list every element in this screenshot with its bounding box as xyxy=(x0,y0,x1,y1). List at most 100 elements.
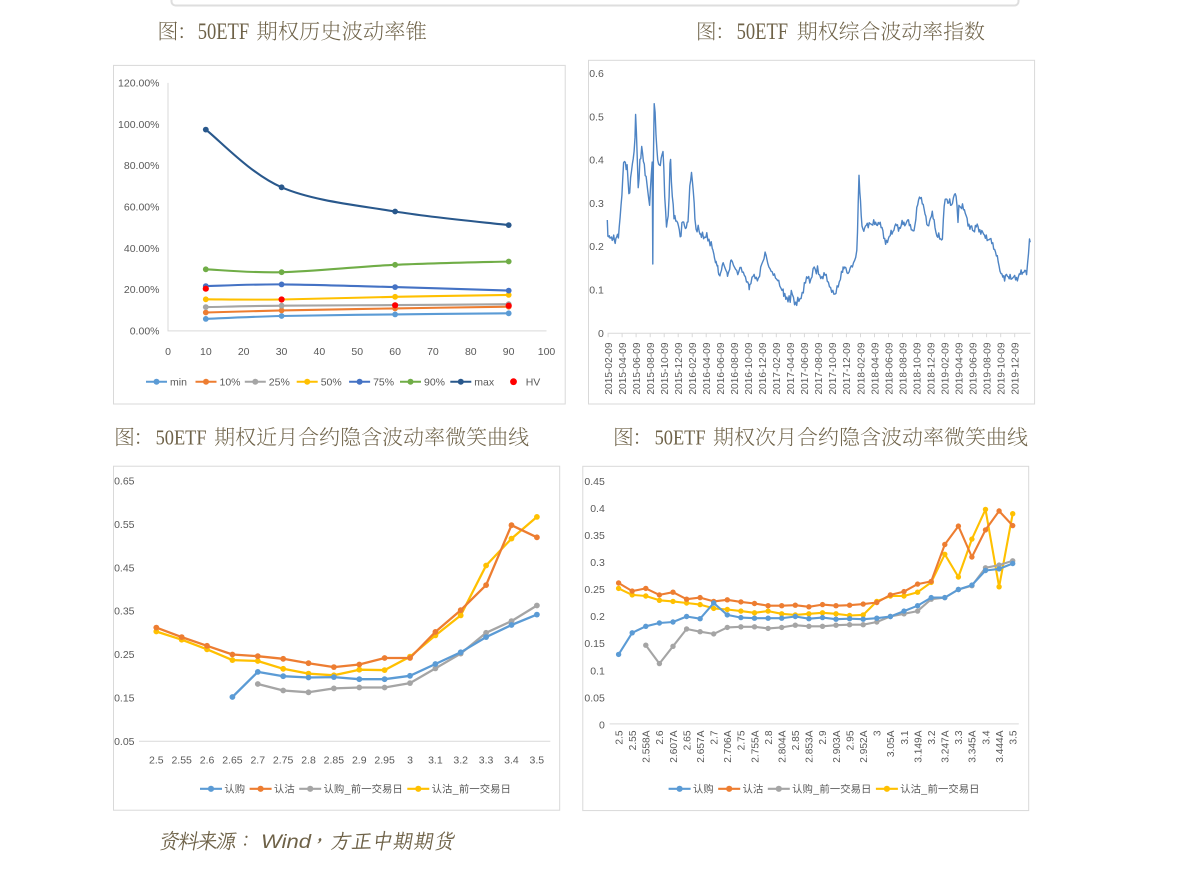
svg-text:90%: 90% xyxy=(424,376,445,388)
svg-text:120.00%: 120.00% xyxy=(118,78,159,90)
svg-text:2.95: 2.95 xyxy=(374,755,395,767)
svg-text:2019-08-09: 2019-08-09 xyxy=(982,342,993,394)
svg-text:2015-10-09: 2015-10-09 xyxy=(660,342,671,394)
svg-text:0.3: 0.3 xyxy=(589,198,604,210)
svg-text:10: 10 xyxy=(200,346,212,358)
svg-text:max: max xyxy=(474,376,495,388)
svg-text:2.5: 2.5 xyxy=(149,755,164,767)
svg-text:2015-02-09: 2015-02-09 xyxy=(604,342,615,394)
svg-text:50ETF: 50ETF xyxy=(655,426,706,450)
svg-text:60.00%: 60.00% xyxy=(124,202,160,214)
svg-text:2019-04-09: 2019-04-09 xyxy=(954,342,965,394)
svg-text:3.5: 3.5 xyxy=(530,755,545,767)
svg-text:2.55: 2.55 xyxy=(628,730,639,750)
svg-text:0.45: 0.45 xyxy=(584,476,605,488)
svg-text:2.7: 2.7 xyxy=(250,755,265,767)
svg-text:2015-06-09: 2015-06-09 xyxy=(632,342,643,394)
svg-text:2.804A: 2.804A xyxy=(778,730,789,762)
svg-text:50ETF: 50ETF xyxy=(737,19,789,44)
svg-text:2.75: 2.75 xyxy=(273,755,294,767)
svg-text:3.4: 3.4 xyxy=(504,755,519,767)
svg-text:0.1: 0.1 xyxy=(590,665,605,677)
svg-text:90: 90 xyxy=(503,346,515,358)
svg-text:2.558A: 2.558A xyxy=(642,730,653,762)
svg-text:0.00%: 0.00% xyxy=(130,326,160,338)
svg-text:2.952A: 2.952A xyxy=(859,730,870,762)
svg-text:70: 70 xyxy=(427,346,439,358)
svg-text:80: 80 xyxy=(465,346,477,358)
svg-text:3.444A: 3.444A xyxy=(995,730,1006,762)
svg-text:2018-08-09: 2018-08-09 xyxy=(898,342,909,394)
svg-text:2.9: 2.9 xyxy=(352,755,367,767)
svg-text:0.1: 0.1 xyxy=(589,285,604,297)
svg-text:3.2: 3.2 xyxy=(453,755,468,767)
svg-text:2016-08-09: 2016-08-09 xyxy=(730,342,741,394)
svg-text:2018-10-09: 2018-10-09 xyxy=(912,342,923,394)
svg-text:3.3: 3.3 xyxy=(479,755,494,767)
svg-text:2.903A: 2.903A xyxy=(832,730,843,762)
svg-text:75%: 75% xyxy=(373,376,394,388)
svg-text:2016-06-09: 2016-06-09 xyxy=(716,342,727,394)
svg-text:0.05: 0.05 xyxy=(114,736,135,748)
svg-text:0.45: 0.45 xyxy=(114,562,135,574)
svg-text:0.2: 0.2 xyxy=(589,241,604,253)
svg-text:2016-04-09: 2016-04-09 xyxy=(702,342,713,394)
svg-text:0: 0 xyxy=(165,346,171,358)
svg-text:0.25: 0.25 xyxy=(584,584,605,596)
svg-text:3.2: 3.2 xyxy=(927,730,938,744)
svg-text:20.00%: 20.00% xyxy=(124,284,160,296)
svg-text:2.75: 2.75 xyxy=(737,730,748,750)
svg-text:2.85: 2.85 xyxy=(791,730,802,750)
svg-text:2018-12-09: 2018-12-09 xyxy=(926,342,937,394)
svg-text:3: 3 xyxy=(407,755,413,767)
svg-text:2015-12-09: 2015-12-09 xyxy=(674,342,685,394)
svg-text:Wind: Wind xyxy=(261,831,312,853)
svg-text:3.3: 3.3 xyxy=(954,730,965,744)
svg-text:2.95: 2.95 xyxy=(845,730,856,750)
svg-text:0.25: 0.25 xyxy=(114,649,135,661)
svg-text:3.149A: 3.149A xyxy=(913,730,924,762)
svg-text:2.755A: 2.755A xyxy=(750,730,761,762)
svg-text:2.65: 2.65 xyxy=(222,755,243,767)
svg-text:2.6: 2.6 xyxy=(200,755,215,767)
svg-text:2.657A: 2.657A xyxy=(696,730,707,762)
svg-text:40: 40 xyxy=(314,346,326,358)
svg-text:2019-10-09: 2019-10-09 xyxy=(997,342,1008,394)
svg-text:80.00%: 80.00% xyxy=(124,160,160,172)
svg-text:0.05: 0.05 xyxy=(584,692,605,704)
svg-text:0.15: 0.15 xyxy=(114,693,135,705)
svg-text:HV: HV xyxy=(526,376,541,388)
svg-text:2017-02-09: 2017-02-09 xyxy=(772,342,783,394)
svg-text:3.5: 3.5 xyxy=(1009,730,1020,744)
svg-text:2017-04-09: 2017-04-09 xyxy=(786,342,797,394)
svg-text:0.15: 0.15 xyxy=(584,638,605,650)
svg-text:2017-08-09: 2017-08-09 xyxy=(814,342,825,394)
svg-text:2016-02-09: 2016-02-09 xyxy=(688,342,699,394)
svg-text:0.4: 0.4 xyxy=(590,503,605,515)
svg-text:_: _ xyxy=(344,785,351,796)
svg-text:2016-10-09: 2016-10-09 xyxy=(744,342,755,394)
svg-text:_: _ xyxy=(452,785,459,796)
svg-text:2017-10-09: 2017-10-09 xyxy=(828,342,839,394)
svg-text:2015-08-09: 2015-08-09 xyxy=(646,342,657,394)
svg-text:60: 60 xyxy=(389,346,401,358)
svg-text:2019-02-09: 2019-02-09 xyxy=(940,342,951,394)
svg-text:3.345A: 3.345A xyxy=(968,730,979,762)
svg-text:2018-04-09: 2018-04-09 xyxy=(870,342,881,394)
svg-text:2.853A: 2.853A xyxy=(805,730,816,762)
svg-text:2.607A: 2.607A xyxy=(669,730,680,762)
svg-text:0.35: 0.35 xyxy=(584,530,605,542)
svg-text:50: 50 xyxy=(351,346,363,358)
svg-text:0.65: 0.65 xyxy=(114,476,135,488)
svg-text:0.35: 0.35 xyxy=(114,606,135,618)
svg-text:50%: 50% xyxy=(321,376,342,388)
svg-text:2017-06-09: 2017-06-09 xyxy=(800,342,811,394)
svg-text:_: _ xyxy=(812,785,819,796)
svg-text:_: _ xyxy=(920,785,927,796)
svg-text:100: 100 xyxy=(538,346,556,358)
svg-text:2017-12-09: 2017-12-09 xyxy=(842,342,853,394)
svg-text:2.9: 2.9 xyxy=(818,730,829,744)
svg-text:2.8: 2.8 xyxy=(301,755,316,767)
svg-text:100.00%: 100.00% xyxy=(118,119,159,131)
svg-text:2.6: 2.6 xyxy=(655,730,666,744)
